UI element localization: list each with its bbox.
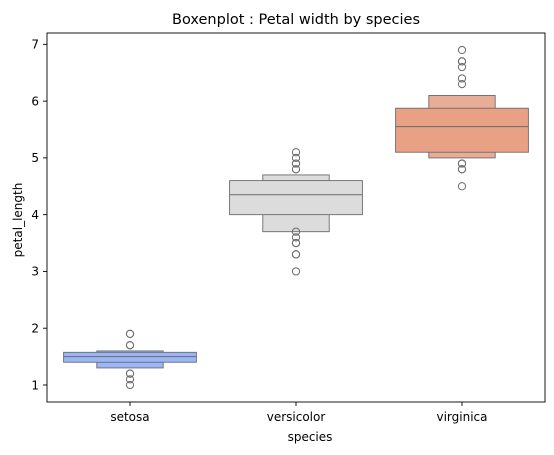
y-tick-label-5: 5 bbox=[31, 151, 39, 165]
outlier-point-versicolor-10 bbox=[291, 159, 301, 168]
outlier-point-versicolor-8 bbox=[291, 165, 301, 174]
y-tick-label-6: 6 bbox=[31, 94, 39, 108]
x-tick-label-versicolor: versicolor bbox=[267, 410, 326, 424]
outlier-point-virginica-10 bbox=[457, 45, 467, 55]
y-tick-label-1: 1 bbox=[31, 378, 39, 392]
y-tick-label-3: 3 bbox=[31, 265, 39, 279]
outlier-point-virginica-2 bbox=[457, 165, 467, 174]
y-tick-label-7: 7 bbox=[31, 38, 39, 52]
x-axis-label: species bbox=[288, 430, 333, 444]
outlier-point-setosa-3 bbox=[125, 369, 135, 378]
outlier-point-virginica-4 bbox=[457, 159, 467, 168]
outlier-point-versicolor-11 bbox=[291, 153, 301, 162]
boxen-level-1-versicolor bbox=[229, 180, 363, 216]
outlier-point-setosa-1 bbox=[125, 375, 135, 384]
outlier-point-virginica-5 bbox=[457, 79, 467, 89]
outlier-point-versicolor-5 bbox=[291, 233, 301, 242]
outlier-point-versicolor-4 bbox=[291, 238, 301, 248]
x-tick-label-setosa: setosa bbox=[110, 410, 149, 424]
y-tick-label-2: 2 bbox=[31, 322, 39, 336]
boxen-versicolor bbox=[229, 148, 363, 276]
y-axis: 1 2 3 4 5 6 7 bbox=[31, 38, 47, 392]
outlier-point-setosa-0 bbox=[125, 380, 135, 390]
outlier-point-versicolor-2 bbox=[291, 250, 301, 259]
outlier-point-versicolor-6 bbox=[291, 227, 301, 236]
outlier-point-virginica-9 bbox=[457, 57, 467, 66]
y-axis-label: petal_length bbox=[11, 183, 25, 258]
outlier-point-virginica-7 bbox=[457, 62, 467, 72]
boxen-level-1-virginica bbox=[395, 107, 529, 153]
outlier-point-versicolor-0 bbox=[291, 267, 301, 276]
boxen-level-1-setosa bbox=[63, 351, 197, 363]
outlier-point-virginica-6 bbox=[457, 74, 467, 83]
outlier-point-setosa-7 bbox=[125, 329, 135, 338]
x-tick-label-virginica: virginica bbox=[437, 410, 488, 424]
y-tick-label-4: 4 bbox=[31, 208, 39, 222]
boxen-virginica bbox=[395, 45, 529, 191]
outlier-point-setosa-5 bbox=[125, 341, 135, 350]
x-axis: setosa versicolor virginica bbox=[110, 402, 488, 424]
plot-frame bbox=[46, 32, 546, 403]
chart-title: Boxenplot : Petal width by species bbox=[172, 12, 420, 28]
outlier-point-virginica-0 bbox=[457, 182, 467, 191]
plot-marks bbox=[63, 45, 529, 390]
outlier-point-versicolor-12 bbox=[291, 148, 301, 157]
boxen-setosa bbox=[63, 329, 197, 390]
